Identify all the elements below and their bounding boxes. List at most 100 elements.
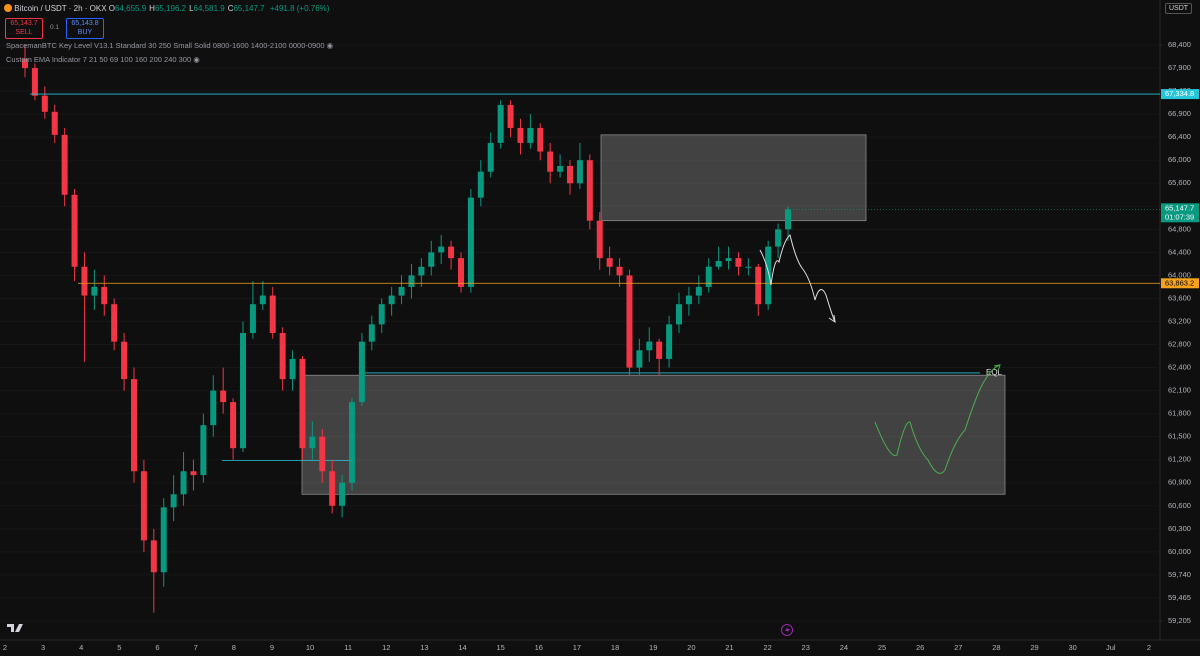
ohlc-label: O	[108, 4, 116, 13]
candle-body	[517, 127, 524, 143]
y-tick-label: 62,800	[1168, 340, 1191, 349]
y-tick-label: 66,900	[1168, 109, 1191, 118]
buy-price: 65,143.8	[71, 20, 99, 27]
x-tick-label: 5	[117, 643, 121, 652]
x-tick-label: 25	[878, 643, 886, 652]
ohlc-value: 65,147.7	[233, 4, 265, 13]
symbol[interactable]: Bitcoin / USDT · 2h · OKX	[14, 4, 107, 13]
candle-body	[775, 229, 782, 247]
y-tick-label: 64,400	[1168, 247, 1191, 256]
candle-body	[339, 482, 346, 506]
plot-area: 68,40067,90067,40066,90066,40066,00065,6…	[0, 40, 1199, 652]
y-tick-label: 63,600	[1168, 293, 1191, 302]
line-label: EQL	[986, 368, 1003, 377]
candle-body	[200, 425, 207, 476]
ohlc-value: 64,655.9	[115, 4, 147, 13]
logo-mark	[7, 624, 23, 632]
candle-body	[170, 494, 177, 508]
buy-button[interactable]: 65,143.8 BUY	[66, 18, 104, 39]
ohlc-value: 65,196.2	[154, 4, 187, 13]
y-tick-label: 61,500	[1168, 432, 1191, 441]
sell-button[interactable]: 65,143.7 SELL	[5, 18, 43, 39]
candle-body	[438, 246, 445, 253]
last-price-tag	[1161, 203, 1199, 223]
candle-body	[666, 324, 673, 359]
x-tick-label: 16	[535, 643, 543, 652]
candle-body	[279, 333, 286, 380]
candle-body	[497, 104, 504, 143]
y-tick-label: 66,400	[1168, 132, 1191, 141]
x-tick-label: 2	[3, 643, 7, 652]
change: +491.8 (+0.76%)	[269, 4, 330, 13]
indicator-label[interactable]: SpacemanBTC Key Level V13.1 Standard 30 …	[6, 41, 333, 50]
y-tick-label: 60,900	[1168, 478, 1191, 487]
x-tick-label: 28	[992, 643, 1000, 652]
candle-body	[131, 379, 137, 472]
candle-body	[785, 209, 791, 230]
candle-body	[557, 165, 564, 172]
y-tick-label: 66,000	[1168, 155, 1191, 164]
candle-body	[220, 390, 227, 403]
x-tick-label: 2	[1147, 643, 1151, 652]
eye-icon[interactable]: ◉	[326, 41, 334, 50]
candle-body	[71, 194, 78, 267]
candle-body	[646, 341, 653, 351]
candle-body	[527, 127, 534, 143]
candle-body	[289, 358, 296, 380]
x-tick-label: 24	[840, 643, 848, 652]
x-tick-label: 18	[611, 643, 619, 652]
ohlc-label: L	[189, 4, 194, 13]
countdown: 01:07:39	[1165, 212, 1194, 221]
x-tick-label: 27	[954, 643, 962, 652]
candle-body	[51, 111, 58, 135]
candle-body	[210, 390, 217, 426]
x-tick-label: 19	[649, 643, 657, 652]
eye-icon[interactable]: ◉	[193, 55, 200, 64]
candle-body	[725, 258, 732, 261]
x-tick-label: 26	[916, 643, 924, 652]
candle-body	[349, 402, 355, 483]
indicator-name: SpacemanBTC Key Level V13.1 Standard 30 …	[6, 41, 325, 50]
indicator-label[interactable]: Custom EMA Indicator 7 21 50 69 100 160 …	[6, 55, 200, 64]
candle-body	[378, 304, 385, 325]
event-icon[interactable]	[781, 624, 793, 636]
candle-body	[616, 266, 623, 276]
event-icon-bolt	[785, 626, 790, 634]
candle-body	[31, 68, 38, 96]
candle-body	[259, 295, 266, 305]
y-tick-label: 59,740	[1168, 570, 1191, 579]
x-tick-label: 4	[79, 643, 83, 652]
x-tick-label: 14	[458, 643, 466, 652]
candle-body	[745, 266, 752, 268]
x-tick-label: 29	[1030, 643, 1038, 652]
symbol-line: Bitcoin / USDT · 2h · OKX O64,655.9 H65,1…	[4, 4, 329, 13]
candle-body	[22, 58, 28, 69]
x-tick-label: 6	[155, 643, 159, 652]
indicator-name: Custom EMA Indicator 7 21 50 69 100 160 …	[6, 55, 192, 64]
candle-body	[765, 246, 772, 305]
currency-button[interactable]: USDT	[1165, 3, 1193, 14]
candle-body	[487, 142, 494, 172]
price-tag-label: 67,334.8	[1165, 89, 1194, 98]
candle-body	[190, 471, 197, 476]
candle-body	[140, 471, 147, 541]
candle-body	[448, 246, 455, 259]
candle-body	[358, 341, 365, 403]
y-tick-label: 59,465	[1168, 593, 1191, 602]
x-tick-label: 9	[270, 643, 274, 652]
candle-body	[368, 324, 375, 342]
x-tick-label: 23	[802, 643, 810, 652]
candle-body	[636, 350, 643, 368]
candle-body	[41, 95, 48, 112]
candle-body	[299, 358, 306, 449]
y-tick-label: 60,000	[1168, 547, 1191, 556]
x-tick-label: 17	[573, 643, 581, 652]
y-tick-label: 63,200	[1168, 316, 1191, 325]
candle-body	[101, 286, 108, 305]
candle-body	[81, 266, 88, 296]
candle-body	[685, 295, 692, 305]
x-tick-label: 21	[725, 643, 733, 652]
candle-body	[388, 295, 395, 305]
